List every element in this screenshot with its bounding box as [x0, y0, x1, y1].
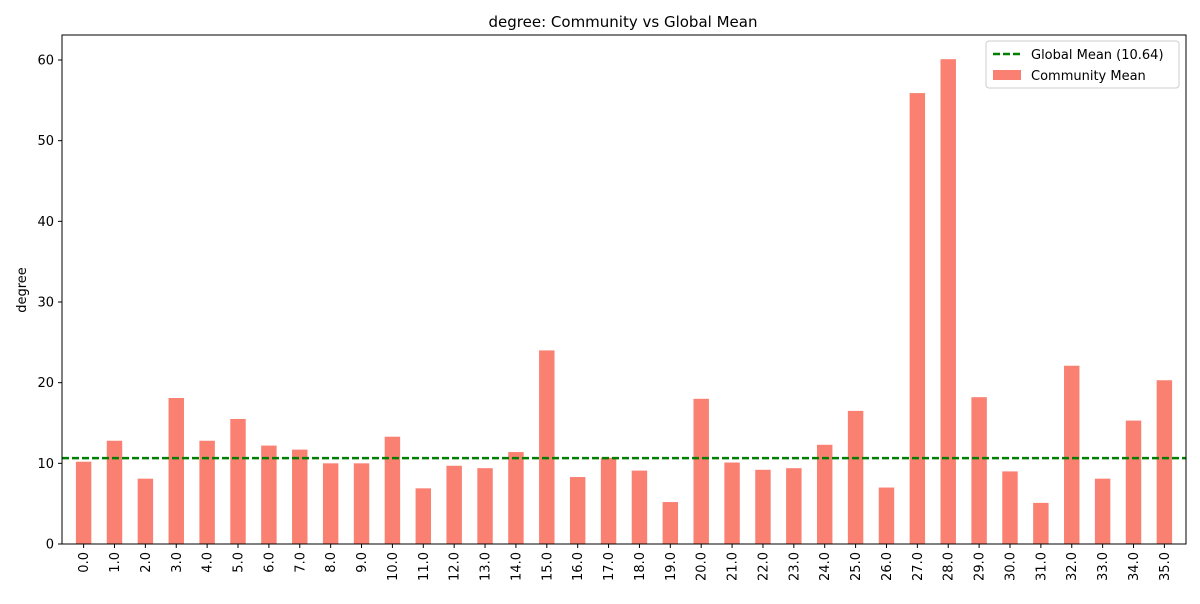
bar-3.0	[168, 397, 184, 544]
x-tick-label: 8.0	[324, 552, 339, 573]
x-tick-label: 32.0	[1065, 552, 1080, 581]
bar-1.0	[106, 440, 123, 544]
y-tick-label: 40	[37, 215, 54, 230]
bar-5.0	[230, 418, 246, 544]
bar-9.0	[353, 463, 370, 544]
x-tick-label: 34.0	[1127, 552, 1142, 581]
y-axis-label: degree	[15, 267, 30, 313]
x-tick-label: 31.0	[1034, 552, 1049, 581]
bar-22.0	[755, 469, 771, 544]
x-tick-label: 11.0	[417, 552, 432, 581]
bar-0.0	[75, 461, 92, 544]
legend-community-mean-label: Community Mean	[1031, 69, 1146, 84]
bar-28.0	[940, 59, 956, 545]
x-tick-label: 19.0	[664, 552, 679, 581]
x-tick-label: 14.0	[509, 552, 524, 581]
bar-7.0	[292, 449, 308, 544]
x-tick-label: 3.0	[170, 552, 185, 573]
legend-community-mean-swatch	[993, 70, 1021, 80]
x-tick-label: 21.0	[726, 552, 741, 581]
x-tick-label: 7.0	[293, 552, 308, 573]
x-tick-label: 10.0	[386, 552, 401, 581]
x-tick-label: 4.0	[201, 552, 216, 573]
x-tick-label: 16.0	[571, 552, 586, 581]
bar-30.0	[1002, 471, 1018, 544]
legend: Global Mean (10.64) Community Mean	[985, 40, 1180, 89]
plot-frame	[61, 34, 1187, 545]
x-tick-label: 17.0	[602, 552, 617, 581]
x-tick-label: 18.0	[633, 552, 648, 581]
x-tick-label: 13.0	[479, 552, 494, 581]
bar-17.0	[600, 457, 617, 544]
bar-4.0	[199, 440, 215, 544]
x-tick-label: 5.0	[232, 552, 247, 573]
bar-24.0	[816, 444, 833, 544]
bar-6.0	[261, 445, 277, 544]
bar-20.0	[693, 398, 709, 544]
x-tick-label: 28.0	[942, 552, 957, 581]
x-tick-label: 33.0	[1096, 552, 1111, 581]
x-tick-label: 1.0	[108, 552, 123, 573]
x-tick-label: 6.0	[262, 552, 277, 573]
bar-23.0	[786, 468, 802, 544]
y-tick-label: 30	[37, 296, 54, 311]
x-tick-label: 24.0	[818, 552, 833, 581]
x-tick-label: 2.0	[139, 552, 154, 573]
x-tick-label: 23.0	[787, 552, 802, 581]
legend-box	[985, 40, 1180, 89]
bar-18.0	[631, 470, 648, 544]
x-tick-label: 27.0	[911, 552, 926, 581]
bar-19.0	[662, 502, 679, 544]
x-tick-label: 15.0	[540, 552, 555, 581]
x-tick-label: 12.0	[448, 552, 463, 581]
x-tick-label: 25.0	[849, 552, 864, 581]
bar-16.0	[569, 477, 586, 544]
x-tick-label: 29.0	[973, 552, 988, 581]
bar-33.0	[1094, 478, 1111, 544]
y-tick-label: 10	[37, 457, 54, 472]
y-tick-label: 60	[37, 54, 54, 69]
y-tick-label: 50	[37, 134, 54, 149]
bar-2.0	[137, 478, 154, 544]
x-tick-label: 26.0	[880, 552, 895, 581]
chart-title: degree: Community vs Global Mean	[489, 13, 758, 31]
bar-34.0	[1125, 420, 1142, 544]
bar-21.0	[724, 462, 740, 544]
x-tick-label: 22.0	[756, 552, 771, 581]
bar-25.0	[847, 410, 864, 544]
bars-layer	[75, 59, 1173, 545]
bar-31.0	[1033, 502, 1049, 544]
bar-13.0	[477, 468, 493, 544]
x-tick-label: 30.0	[1003, 552, 1018, 581]
bar-11.0	[415, 488, 432, 544]
bar-15.0	[539, 350, 555, 544]
bar-10.0	[384, 436, 401, 544]
y-axis: 0 10 20 30 40 50 60	[37, 54, 62, 553]
bar-26.0	[878, 487, 895, 544]
bar-35.0	[1156, 380, 1173, 544]
x-tick-label: 20.0	[695, 552, 710, 581]
bar-32.0	[1064, 365, 1080, 544]
x-tick-label: 35.0	[1158, 552, 1173, 581]
bar-8.0	[322, 463, 339, 544]
y-tick-label: 0	[46, 538, 54, 553]
bar-12.0	[446, 465, 462, 544]
x-axis: 0.0 1.0 2.0 3.0 4.0 5.0 6.0 7.0 8.0 9.0 10.0 11.0 12…	[77, 544, 1173, 581]
y-tick-label: 20	[37, 376, 54, 391]
bar-29.0	[971, 397, 987, 544]
x-tick-label: 0.0	[77, 552, 92, 573]
bar-27.0	[909, 93, 926, 545]
bar-14.0	[508, 452, 524, 544]
legend-global-mean-label: Global Mean (10.64)	[1031, 48, 1164, 63]
x-tick-label: 9.0	[355, 552, 370, 573]
